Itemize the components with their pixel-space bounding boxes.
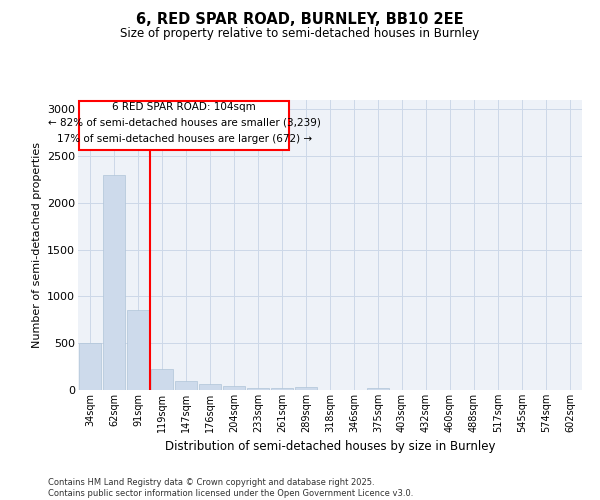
Text: 6, RED SPAR ROAD, BURNLEY, BB10 2EE: 6, RED SPAR ROAD, BURNLEY, BB10 2EE (136, 12, 464, 28)
Bar (295, 387, 317, 390)
Bar (103, 175, 125, 390)
Bar (199, 384, 221, 390)
Bar (151, 370, 173, 390)
Text: ← 82% of semi-detached houses are smaller (3,239): ← 82% of semi-detached houses are smalle… (48, 118, 320, 128)
Text: 6 RED SPAR ROAD: 104sqm: 6 RED SPAR ROAD: 104sqm (112, 102, 256, 112)
Bar (223, 386, 245, 390)
Bar (79, 102, 289, 150)
Bar (367, 388, 389, 390)
Bar (79, 343, 101, 390)
Text: Contains HM Land Registry data © Crown copyright and database right 2025.
Contai: Contains HM Land Registry data © Crown c… (48, 478, 413, 498)
Bar (175, 380, 197, 390)
Bar (247, 388, 269, 390)
Text: 17% of semi-detached houses are larger (672) →: 17% of semi-detached houses are larger (… (56, 134, 312, 144)
Y-axis label: Number of semi-detached properties: Number of semi-detached properties (32, 142, 41, 348)
Bar (271, 388, 293, 390)
X-axis label: Distribution of semi-detached houses by size in Burnley: Distribution of semi-detached houses by … (165, 440, 495, 454)
Bar (127, 310, 149, 390)
Text: Size of property relative to semi-detached houses in Burnley: Size of property relative to semi-detach… (121, 28, 479, 40)
